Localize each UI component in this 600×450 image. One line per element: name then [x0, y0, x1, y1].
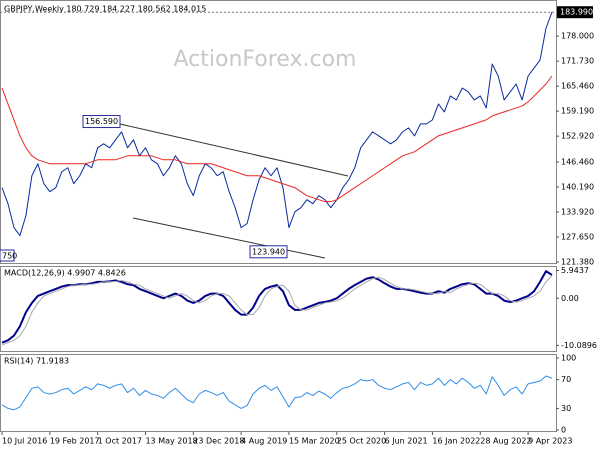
rsi-title: RSI(14) 71.9183 [4, 357, 69, 366]
series-line [1, 75, 553, 203]
y-tick-label: 171.730 [561, 57, 594, 66]
x-tick-label: 23 Dec 2018 [193, 437, 244, 446]
x-tick-label: 19 Feb 2017 [50, 437, 100, 446]
series-line [1, 270, 553, 344]
x-tick-label: 13 May 2018 [145, 437, 197, 446]
x-tick-label: 10 Jul 2016 [2, 437, 47, 446]
series-line [1, 275, 553, 346]
clipped-label: 750 [2, 252, 17, 261]
x-tick-label: 15 Mar 2020 [289, 437, 340, 446]
y-tick-label: 100 [561, 354, 576, 363]
y-tick-label: 70 [561, 375, 571, 384]
x-tick-label: 1 Oct 2017 [98, 437, 142, 446]
watermark: ActionForex.com [174, 47, 357, 72]
y-tick-label: 140.190 [561, 182, 594, 191]
x-tick-label: 4 Aug 2019 [241, 437, 287, 446]
rsi-panel [0, 354, 557, 432]
price-annotation-box [249, 245, 288, 259]
y-tick-label: 127.650 [561, 232, 594, 241]
price-title: GBPJPY,Weekly 180.729 184.227 180.562 18… [4, 5, 206, 14]
price-annotation: 156.590 [85, 117, 118, 126]
y-tick-label: 30 [561, 404, 571, 413]
x-tick-label: 28 Aug 2022 [480, 437, 531, 446]
y-tick-label: 146.460 [561, 157, 594, 166]
y-tick-label: 165.460 [561, 82, 594, 91]
macd-title: MACD(12,26,9) 4.9907 4.8426 [4, 269, 126, 278]
clipped-label-box [0, 249, 15, 262]
x-tick-label: 9 Apr 2023 [528, 437, 572, 446]
channel-line [132, 217, 326, 259]
price-annotation: 123.940 [252, 247, 285, 256]
y-tick-label: 178.000 [561, 32, 594, 41]
y-tick-label: 5.9437 [561, 266, 589, 275]
y-tick-label: 152.920 [561, 132, 594, 141]
macd-panel [0, 266, 557, 352]
y-tick-label: -10.0896 [561, 341, 597, 350]
x-tick-label: 6 Jun 2021 [385, 437, 428, 446]
price-panel [0, 0, 557, 264]
series-line [1, 375, 553, 411]
y-tick-label: 121.380 [561, 258, 594, 267]
y-tick-label: 0.00 [561, 294, 579, 303]
x-tick-label: 16 Jan 2022 [432, 437, 480, 446]
price-annotation-box [82, 115, 121, 129]
x-tick-label: 25 Oct 2020 [337, 437, 386, 446]
current-price-box [557, 6, 593, 19]
current-price-label: 183.990 [560, 8, 593, 17]
channel-line [119, 123, 349, 177]
y-tick-label: 0 [561, 426, 566, 435]
y-tick-label: 159.190 [561, 107, 594, 116]
y-tick-label: 133.920 [561, 207, 594, 216]
